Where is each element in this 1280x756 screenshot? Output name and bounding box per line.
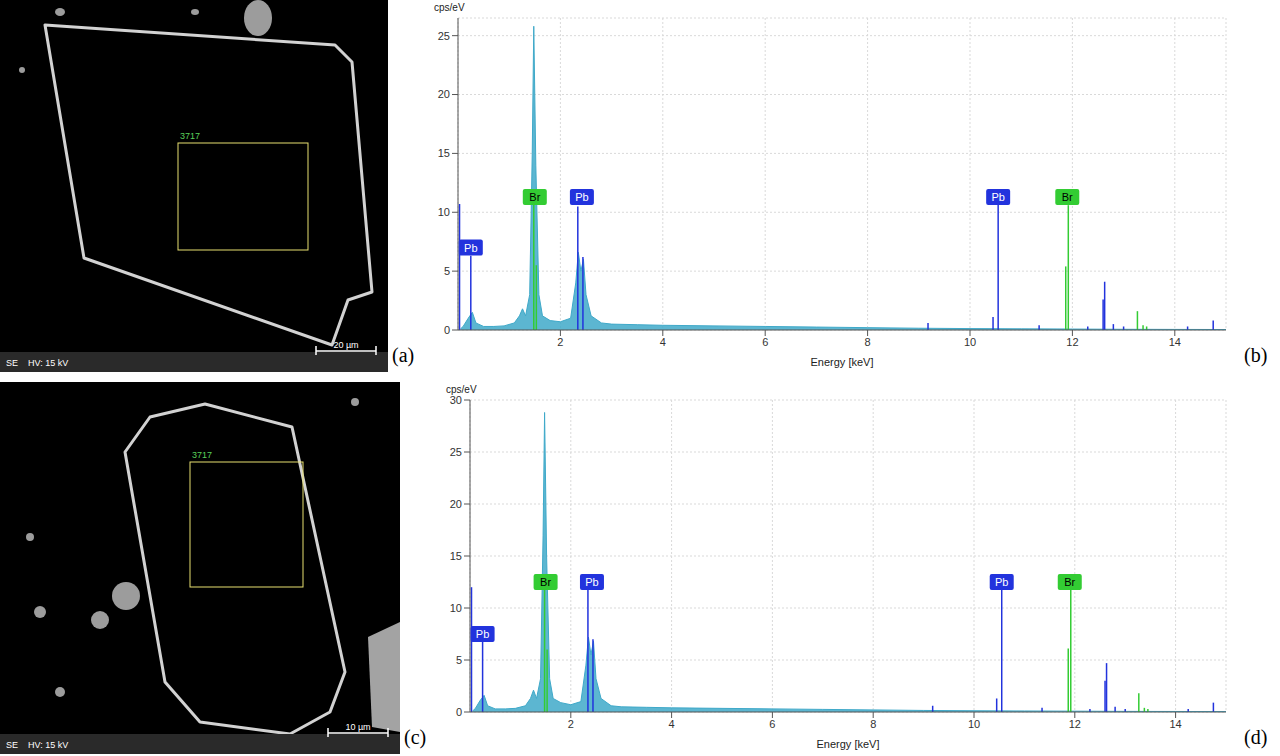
svg-text:30: 30 bbox=[450, 394, 462, 406]
svg-text:Pb: Pb bbox=[995, 576, 1008, 588]
svg-text:15: 15 bbox=[450, 550, 462, 562]
svg-text:6: 6 bbox=[762, 336, 768, 348]
svg-text:10: 10 bbox=[438, 206, 450, 218]
svg-text:3717: 3717 bbox=[180, 131, 200, 141]
svg-text:14: 14 bbox=[1169, 718, 1181, 730]
svg-text:25: 25 bbox=[438, 30, 450, 42]
svg-text:HV: 15 kV: HV: 15 kV bbox=[28, 740, 68, 750]
html-text:(a): (a) bbox=[392, 344, 415, 366]
svg-text:Pb: Pb bbox=[575, 191, 588, 203]
svg-text:15: 15 bbox=[438, 147, 450, 159]
svg-text:8: 8 bbox=[870, 718, 876, 730]
svg-text:Br: Br bbox=[540, 576, 551, 588]
svg-text:12: 12 bbox=[1069, 718, 1081, 730]
svg-text:10: 10 bbox=[450, 602, 462, 614]
svg-text:10 µm: 10 µm bbox=[345, 722, 370, 732]
svg-text:8: 8 bbox=[865, 336, 871, 348]
svg-text:Energy [keV]: Energy [keV] bbox=[817, 738, 880, 750]
svg-text:HV: 15 kV: HV: 15 kV bbox=[28, 358, 68, 368]
svg-text:SE: SE bbox=[6, 358, 18, 368]
svg-text:5: 5 bbox=[456, 654, 462, 666]
svg-text:10: 10 bbox=[968, 718, 980, 730]
svg-text:Pb: Pb bbox=[476, 628, 489, 640]
svg-text:Pb: Pb bbox=[464, 242, 477, 254]
html-text:cps/eV: cps/eV bbox=[446, 384, 477, 395]
svg-text:Br: Br bbox=[529, 191, 540, 203]
svg-text:0: 0 bbox=[456, 706, 462, 718]
svg-text:14: 14 bbox=[1169, 336, 1181, 348]
svg-text:4: 4 bbox=[669, 718, 675, 730]
svg-text:20: 20 bbox=[450, 498, 462, 510]
svg-text:5: 5 bbox=[444, 265, 450, 277]
svg-text:4: 4 bbox=[660, 336, 666, 348]
svg-text:0: 0 bbox=[444, 324, 450, 336]
svg-text:Br: Br bbox=[1062, 191, 1073, 203]
svg-text:10: 10 bbox=[964, 336, 976, 348]
svg-text:12: 12 bbox=[1066, 336, 1078, 348]
svg-text:2: 2 bbox=[557, 336, 563, 348]
svg-text:Energy [keV]: Energy [keV] bbox=[811, 356, 874, 368]
html-text:cps/eV: cps/eV bbox=[434, 2, 465, 13]
svg-text:6: 6 bbox=[769, 718, 775, 730]
svg-text:Pb: Pb bbox=[991, 191, 1004, 203]
svg-text:Br: Br bbox=[1064, 576, 1075, 588]
svg-text:20: 20 bbox=[438, 88, 450, 100]
svg-text:2: 2 bbox=[568, 718, 574, 730]
svg-text:25: 25 bbox=[450, 446, 462, 458]
html-text:(b): (b) bbox=[1244, 344, 1268, 366]
html-text:(c): (c) bbox=[404, 726, 427, 748]
svg-text:20 µm: 20 µm bbox=[333, 340, 358, 350]
svg-text:SE: SE bbox=[6, 740, 18, 750]
html-text:(d): (d) bbox=[1244, 726, 1268, 748]
svg-text:3717: 3717 bbox=[192, 450, 212, 460]
svg-text:Pb: Pb bbox=[585, 576, 598, 588]
